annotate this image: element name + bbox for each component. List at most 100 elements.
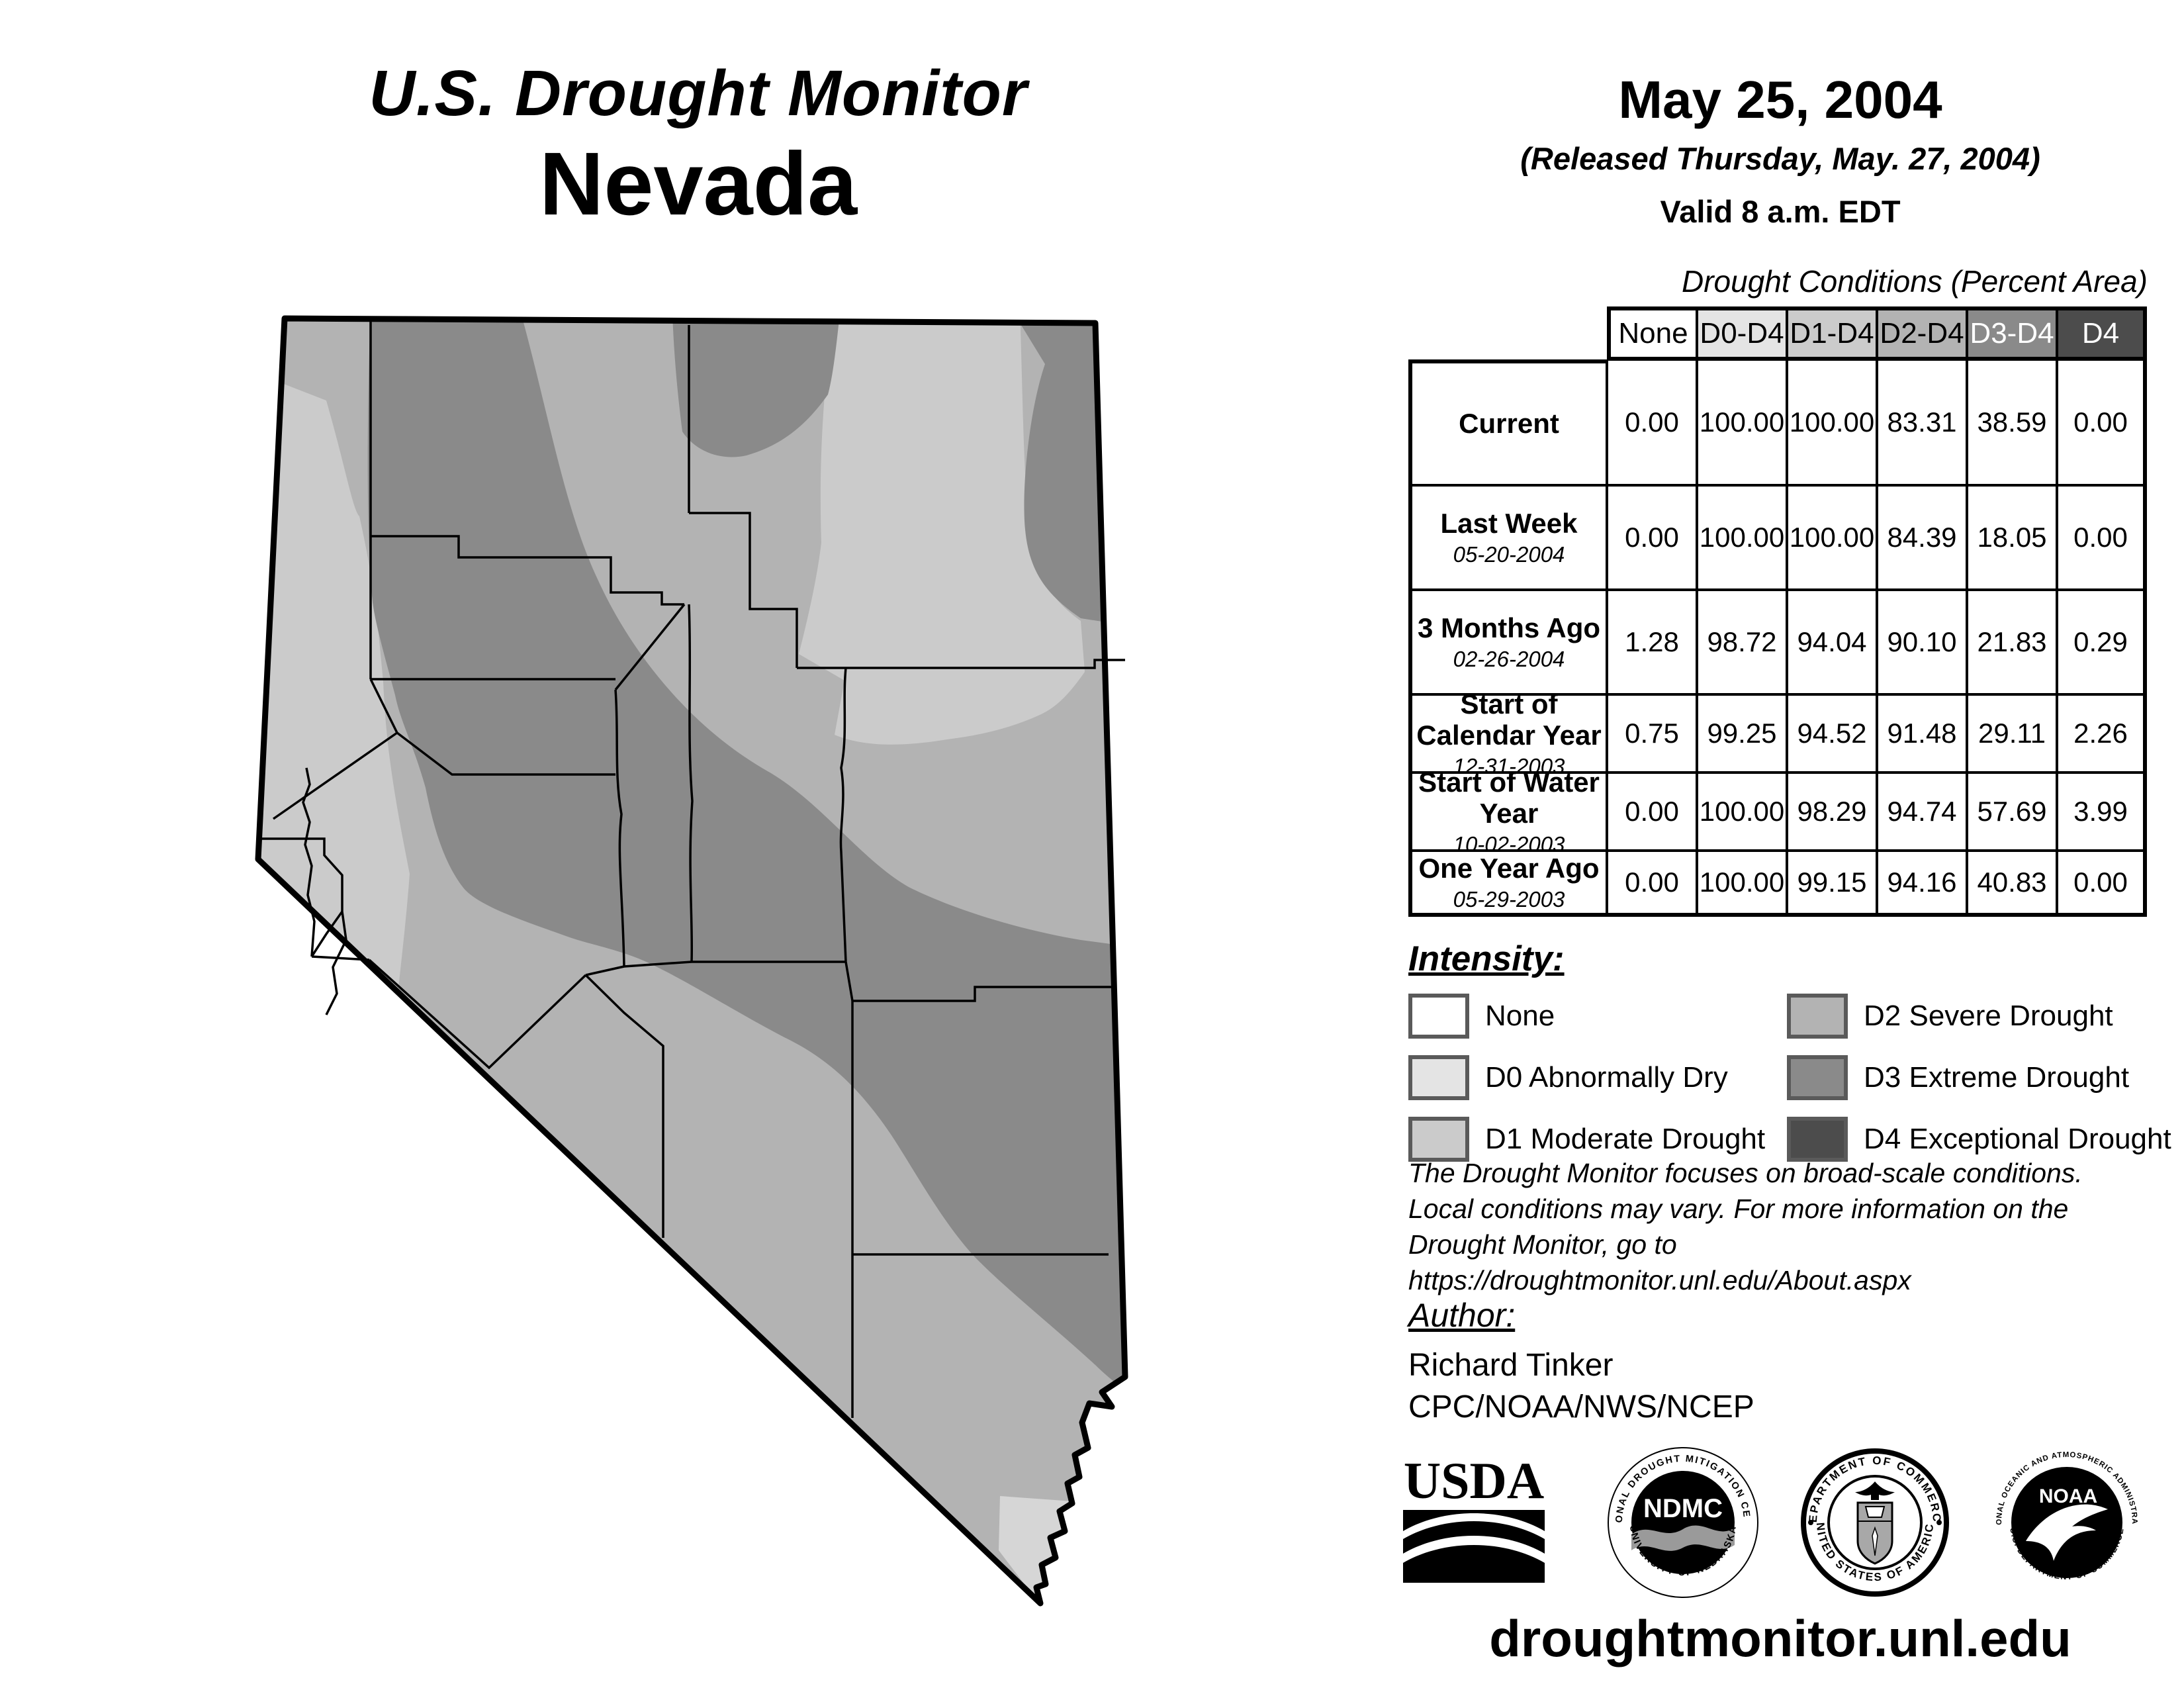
value-cell: 100.00 (1697, 773, 1787, 851)
map-date: May 25, 2004 (1618, 70, 1942, 129)
value-cell: 1.28 (1607, 590, 1697, 694)
nevada-state-outline (255, 315, 1128, 1607)
column-header-d2-d4: D2-D4 (1877, 306, 1967, 359)
legend-column-left: None D0 Abnormally Dry D1 Moderate Drought (1408, 991, 1765, 1164)
column-header-d0-d4: D0-D4 (1697, 306, 1787, 359)
author-heading: Author: (1408, 1297, 1516, 1334)
value-cell: 100.00 (1697, 359, 1787, 485)
intensity-heading: Intensity: (1408, 939, 1565, 978)
row-date: 05-29-2003 (1453, 887, 1565, 912)
row-label: Last Week 05-20-2004 (1408, 485, 1607, 590)
legend-swatch (1408, 994, 1469, 1039)
column-header-d3-d4: D3-D4 (1967, 306, 2057, 359)
value-cell: 83.31 (1877, 359, 1967, 485)
row-label-text: One Year Ago (1418, 853, 1600, 884)
row-date: 05-20-2004 (1453, 542, 1565, 567)
value-cell: 29.11 (1967, 694, 2057, 773)
legend-item: D4 Exceptional Drought (1787, 1114, 2171, 1164)
value-cell: 3.99 (2057, 773, 2147, 851)
row-label: 3 Months Ago 02-26-2004 (1408, 590, 1607, 694)
legend-column-right: D2 Severe Drought D3 Extreme Drought D4 Ex… (1787, 991, 2171, 1164)
svg-text:NOAA: NOAA (2039, 1485, 2097, 1507)
value-cell: 0.00 (2057, 485, 2147, 590)
value-cell: 21.83 (1967, 590, 2057, 694)
value-cell: 100.00 (1787, 359, 1877, 485)
usda-logo: USDA (1403, 1452, 1545, 1583)
value-cell: 99.15 (1787, 851, 1877, 917)
row-label: Current (1408, 359, 1607, 485)
legend-swatch (1408, 1055, 1469, 1100)
state-title: Nevada (539, 134, 858, 234)
legend-item: D3 Extreme Drought (1787, 1053, 2171, 1103)
row-label-text: Current (1459, 408, 1559, 440)
legend-swatch (1787, 1055, 1848, 1100)
value-cell: 0.00 (1607, 851, 1697, 917)
footer-url: droughtmonitor.unl.edu (1489, 1609, 2071, 1667)
value-cell: 38.59 (1967, 359, 2057, 485)
column-header-d4: D4 (2057, 306, 2147, 359)
released-date: (Released Thursday, May. 27, 2004) (1520, 141, 2040, 176)
legend-item-label: D4 Exceptional Drought (1864, 1123, 2171, 1155)
disclaimer-line-3: Drought Monitor, go to https://droughtmo… (1408, 1229, 1911, 1296)
value-cell: 94.52 (1787, 694, 1877, 773)
legend-item: D2 Severe Drought (1787, 991, 2171, 1041)
value-cell: 18.05 (1967, 485, 2057, 590)
value-cell: 94.74 (1877, 773, 1967, 851)
value-cell: 0.00 (2057, 851, 2147, 917)
map-d3-north-wedge-region (672, 318, 840, 457)
value-cell: 0.00 (2057, 359, 2147, 485)
legend-item-label: D1 Moderate Drought (1485, 1123, 1766, 1155)
value-cell: 98.72 (1697, 590, 1787, 694)
row-label: Start of Water Year 10-02-2003 (1408, 767, 1607, 857)
value-cell: 0.00 (1607, 773, 1697, 851)
legend-swatch (1787, 1117, 1848, 1162)
row-date: 02-26-2004 (1453, 647, 1565, 672)
legend-swatch (1408, 1117, 1469, 1162)
row-label: Start of Calendar Year 12-31-2003 (1408, 688, 1607, 778)
row-label-text: Start of Calendar Year (1416, 688, 1602, 751)
value-cell: 99.25 (1697, 694, 1787, 773)
legend-swatch (1787, 994, 1848, 1039)
doc-eagle-icon (1855, 1481, 1895, 1500)
legend-item-label: D3 Extreme Drought (1864, 1061, 2130, 1094)
value-cell: 2.26 (2057, 694, 2147, 773)
noaa-bird-icon (2026, 1504, 2108, 1561)
column-header-none: None (1607, 306, 1697, 359)
noaa-logo: NOAA NATIONAL OCEANIC AND ATMOSPHERIC AD… (1992, 1448, 2142, 1597)
legend-item: D0 Abnormally Dry (1408, 1053, 1765, 1103)
value-cell: 0.00 (1607, 359, 1697, 485)
value-cell: 0.00 (1607, 485, 1697, 590)
author-name: Richard Tinker (1408, 1348, 1614, 1383)
value-cell: 57.69 (1967, 773, 2057, 851)
value-cell: 84.39 (1877, 485, 1967, 590)
value-cell: 94.04 (1787, 590, 1877, 694)
row-label: One Year Ago 05-29-2003 (1408, 851, 1607, 917)
column-header-d1-d4: D1-D4 (1787, 306, 1877, 359)
legend-item: D1 Moderate Drought (1408, 1114, 1765, 1164)
valid-time: Valid 8 a.m. EDT (1660, 194, 1901, 229)
page-title: U.S. Drought Monitor (369, 57, 1028, 129)
svg-text:NDMC: NDMC (1643, 1494, 1723, 1523)
county-boundaries (260, 318, 1125, 1418)
legend-item-label: None (1485, 1000, 1555, 1032)
ndmc-logo: NDMC NATIONAL DROUGHT MITIGATION CENTER … (1608, 1447, 1758, 1598)
row-label-text: Last Week (1440, 508, 1578, 539)
svg-text:USDA: USDA (1404, 1452, 1544, 1509)
table-title: Drought Conditions (Percent Area) (1682, 264, 2148, 299)
disclaimer-line-1: The Drought Monitor focuses on broad-sca… (1408, 1158, 2083, 1188)
row-label-text: 3 Months Ago (1417, 612, 1601, 643)
department-of-commerce-seal: DEPARTMENT OF COMMERCE UNITED STATES OF … (1801, 1448, 1949, 1597)
table-corner-blank-cell (1408, 306, 1607, 359)
nevada-drought-map (255, 315, 1128, 1607)
legend-item-label: D0 Abnormally Dry (1485, 1061, 1728, 1094)
value-cell: 91.48 (1877, 694, 1967, 773)
map-d1-northwest-region (258, 377, 410, 996)
row-label-text: Start of Water Year (1418, 766, 1600, 829)
value-cell: 98.29 (1787, 773, 1877, 851)
value-cell: 94.16 (1877, 851, 1967, 917)
value-cell: 100.00 (1787, 485, 1877, 590)
legend-item-label: D2 Severe Drought (1864, 1000, 2113, 1032)
value-cell: 100.00 (1697, 851, 1787, 917)
value-cell: 0.29 (2057, 590, 2147, 694)
